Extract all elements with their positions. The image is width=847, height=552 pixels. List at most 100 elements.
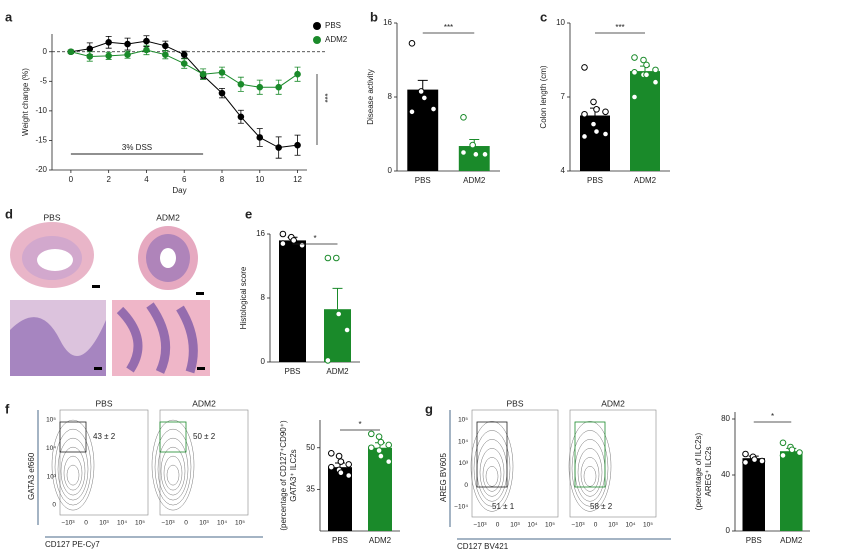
y-axis-label: Histological score <box>239 266 248 329</box>
y-tick-label: 8 <box>261 293 266 302</box>
data-point <box>343 326 351 334</box>
data-point <box>652 66 659 74</box>
data-point <box>602 130 609 138</box>
flow-x-tick: 10³ <box>199 520 209 527</box>
data-point <box>469 141 476 149</box>
significance: *** <box>444 23 453 32</box>
flow-contour <box>51 419 95 511</box>
flow-y-tick: 10⁵ <box>46 417 56 424</box>
x-tick-label: PBS <box>746 536 762 545</box>
data-point <box>368 430 375 438</box>
marker <box>67 48 75 56</box>
marker <box>218 89 226 97</box>
flow-y-tick: 10⁵ <box>458 417 468 424</box>
flow-y-tick: 0 <box>464 482 468 489</box>
data-point <box>643 71 650 79</box>
x-tick-label: 8 <box>220 175 225 184</box>
bar <box>324 309 351 362</box>
y-tick-label: 7 <box>561 92 566 101</box>
flow-contour <box>571 430 609 507</box>
error-bar <box>332 287 343 310</box>
flow-contour <box>166 464 180 486</box>
flow-x-tick: −10³ <box>473 522 487 529</box>
flow-y-tick: 10⁴ <box>458 438 468 445</box>
flow-x-axis-label: CD127 BV421 <box>457 542 509 551</box>
flow-contour <box>470 421 514 512</box>
y-tick-label: -20 <box>35 165 47 174</box>
marker <box>180 51 188 58</box>
marker <box>124 51 131 58</box>
y-axis-label: (percentage of ILC2s) <box>694 432 703 510</box>
data-point <box>631 93 638 101</box>
flow-contour <box>54 428 92 506</box>
flow-plot-frame <box>59 409 149 516</box>
flow-x-tick: 0 <box>184 520 188 527</box>
flow-title: ADM2 <box>192 398 216 408</box>
y-axis-label: GATA3⁺ ILC2s <box>289 449 298 501</box>
flow-contour <box>151 419 195 511</box>
legend-marker <box>313 36 321 44</box>
flow-contour <box>154 428 192 506</box>
flow-x-tick: 0 <box>84 520 88 527</box>
data-point <box>430 105 437 113</box>
marker <box>162 42 169 50</box>
data-point <box>590 120 597 128</box>
data-point <box>472 151 480 158</box>
significance: * <box>313 234 316 243</box>
data-point <box>408 108 416 116</box>
data-point <box>377 452 385 460</box>
flow-title: PBS <box>95 398 112 408</box>
flow-gate-value: 58 ± 2 <box>590 502 613 511</box>
marker <box>86 53 94 60</box>
data-point <box>377 438 385 446</box>
data-point <box>742 450 749 458</box>
flow-x-tick: 10³ <box>510 522 520 529</box>
scale-bar <box>92 285 100 288</box>
data-point <box>279 240 287 247</box>
flow-x-tick: 10⁵ <box>545 522 555 529</box>
data-point <box>279 230 287 238</box>
data-point <box>593 106 600 113</box>
panel-letter: c <box>540 9 547 24</box>
data-point <box>593 128 600 135</box>
y-tick-label: 0 <box>726 526 731 535</box>
flow-contour <box>473 430 511 507</box>
marker <box>162 51 169 58</box>
x-tick-label: 10 <box>255 175 264 184</box>
flow-x-tick: −10³ <box>161 520 175 527</box>
histology-images <box>10 222 210 376</box>
y-tick-label: -10 <box>35 106 47 115</box>
x-tick-label: PBS <box>284 367 300 376</box>
data-point <box>333 254 340 262</box>
flow-contour <box>60 446 86 496</box>
flow-y-axis-label: AREG BV605 <box>439 453 448 502</box>
flow-contour <box>479 448 505 497</box>
marker <box>256 83 264 91</box>
scale-bar <box>197 367 205 370</box>
data-point <box>643 61 650 69</box>
data-point <box>290 237 298 244</box>
flow-x-tick: 0 <box>496 522 500 529</box>
y-tick-label: -5 <box>40 76 48 85</box>
data-point <box>590 98 597 106</box>
x-tick-label: PBS <box>415 176 431 185</box>
flow-x-tick: 10⁵ <box>235 520 245 527</box>
error-bar <box>417 79 428 90</box>
x-tick-label: 6 <box>182 175 187 184</box>
y-tick-label: 0 <box>261 357 266 366</box>
significance: * <box>358 420 361 429</box>
x-axis-label: Day <box>172 186 186 195</box>
flow-contour <box>163 455 183 491</box>
data-point <box>460 114 467 121</box>
data-point <box>751 456 758 463</box>
flow-gate <box>59 421 87 453</box>
flow-x-tick: 10⁴ <box>527 522 537 529</box>
data-point <box>298 241 306 249</box>
flow-contour <box>485 466 499 487</box>
y-tick-label: 4 <box>561 166 566 175</box>
significance: *** <box>320 93 329 102</box>
data-point <box>581 64 588 71</box>
y-axis-label: (percentage of CD127⁺CD90⁺) <box>279 420 288 531</box>
